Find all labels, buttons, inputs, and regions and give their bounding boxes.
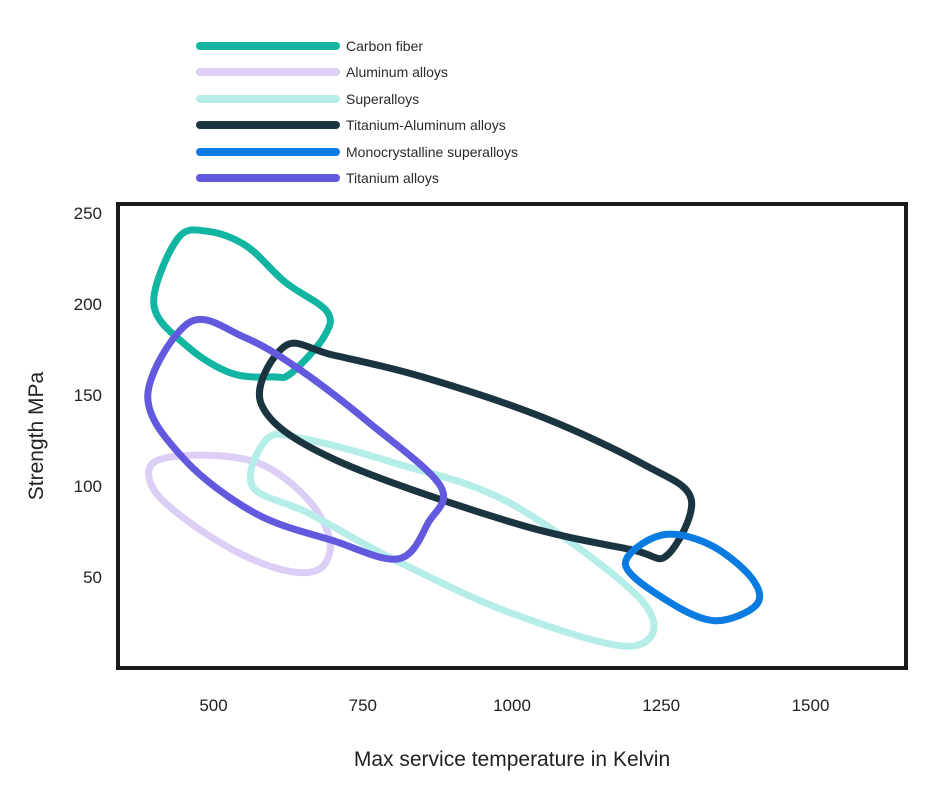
- region-carbon-fiber: [150, 226, 334, 382]
- legend-item-titanium-alloys: Titanium alloys: [196, 170, 439, 186]
- y-tick-label: 250: [74, 204, 102, 223]
- legend-item-aluminum-alloys: Aluminum alloys: [196, 64, 448, 80]
- legend-item-titanium-aluminum-alloys: Titanium-Aluminum alloys: [196, 117, 506, 133]
- region-aluminum-alloys: [145, 451, 334, 577]
- y-tick-label: 200: [74, 295, 102, 314]
- y-tick-label: 50: [83, 568, 102, 587]
- x-tick-label: 1250: [642, 696, 680, 715]
- legend-label-titanium-alloys: Titanium alloys: [346, 170, 439, 186]
- plot-series: [144, 226, 764, 650]
- x-tick-label: 1500: [792, 696, 830, 715]
- legend: Carbon fiber Aluminum alloys Superalloys…: [196, 38, 518, 186]
- x-tick-label: 750: [349, 696, 377, 715]
- region-superalloys: [247, 430, 658, 650]
- legend-label-superalloys: Superalloys: [346, 91, 419, 107]
- plot-frame: [116, 202, 908, 670]
- legend-label-carbon-fiber: Carbon fiber: [346, 38, 423, 54]
- legend-item-monocrystalline-superalloys: Monocrystalline superalloys: [196, 144, 518, 160]
- y-axis-ticks: 50 100 150 200 250: [74, 204, 102, 587]
- y-tick-label: 100: [74, 477, 102, 496]
- legend-label-monocrystalline-superalloys: Monocrystalline superalloys: [346, 144, 518, 160]
- y-tick-label: 150: [74, 386, 102, 405]
- region-monocrystalline-superalloys: [621, 530, 764, 625]
- legend-label-titanium-aluminum-alloys: Titanium-Aluminum alloys: [346, 117, 506, 133]
- x-axis-ticks: 500 750 1000 1250 1500: [199, 696, 829, 715]
- legend-item-superalloys: Superalloys: [196, 91, 419, 107]
- legend-label-aluminum-alloys: Aluminum alloys: [346, 64, 448, 80]
- region-titanium-aluminum-alloys: [256, 339, 696, 563]
- y-axis-title: Strength MPa: [25, 371, 48, 500]
- x-tick-label: 1000: [493, 696, 531, 715]
- x-axis-title: Max service temperature in Kelvin: [354, 748, 670, 771]
- x-tick-label: 500: [199, 696, 227, 715]
- region-titanium-alloys: [144, 315, 448, 563]
- legend-item-carbon-fiber: Carbon fiber: [196, 38, 423, 54]
